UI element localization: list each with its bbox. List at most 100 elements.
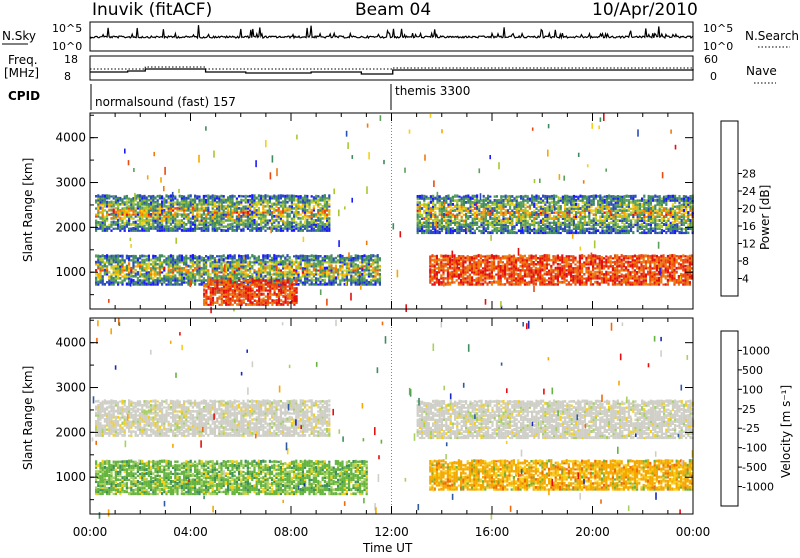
heatmap-cell — [346, 262, 348, 265]
heatmap-cell — [379, 273, 381, 276]
heatmap-cell — [494, 213, 496, 216]
heatmap-cell — [251, 265, 253, 268]
heatmap-cell — [458, 212, 460, 214]
heatmap-cell — [163, 275, 165, 278]
heatmap-cell — [337, 284, 339, 286]
heatmap-cell — [207, 269, 209, 272]
heatmap-cell — [225, 284, 227, 286]
heatmap-cell — [564, 202, 566, 204]
heatmap-cell — [262, 226, 264, 228]
heatmap-cell — [174, 259, 176, 262]
heatmap-cell — [225, 229, 227, 232]
heatmap-cell — [253, 224, 255, 226]
heatmap-cell — [538, 201, 540, 204]
heatmap-cell — [610, 207, 612, 210]
heatmap-cell — [192, 214, 194, 216]
heatmap-cell — [377, 261, 379, 263]
heatmap-cell — [212, 228, 214, 230]
heatmap-cell — [183, 269, 185, 271]
heatmap-cell — [289, 207, 291, 209]
heatmap-cell — [264, 214, 266, 217]
heatmap-cell — [564, 216, 566, 218]
heatmap-cell — [313, 230, 315, 232]
heatmap-cell — [566, 214, 568, 216]
heatmap-cell — [203, 203, 205, 205]
heatmap-cell — [308, 255, 310, 257]
heatmap-cell — [196, 265, 198, 267]
heatmap-cell — [430, 201, 432, 204]
heatmap-cell — [377, 269, 379, 271]
heatmap-cell — [201, 230, 203, 232]
heatmap-cell — [225, 275, 227, 278]
heatmap-cell — [564, 195, 566, 198]
heatmap-cell — [472, 198, 474, 200]
heatmap-cell — [590, 232, 592, 234]
heatmap-cell — [179, 254, 181, 257]
heatmap-cell — [209, 255, 211, 258]
nsky-tick-top: 10^5 — [52, 22, 82, 35]
heatmap-cell — [262, 275, 264, 277]
heatmap-cell — [619, 213, 621, 216]
heatmap-cell — [214, 222, 216, 224]
heatmap-cell — [260, 267, 262, 269]
heatmap-cell — [196, 225, 198, 228]
heatmap-cell — [641, 226, 643, 228]
heatmap-cell — [150, 199, 152, 201]
heatmap-cell — [286, 273, 288, 275]
heatmap-cell — [326, 197, 328, 199]
heatmap-cell — [643, 232, 645, 234]
heatmap-cell — [436, 216, 438, 219]
heatmap-cell — [113, 255, 115, 258]
heatmap-cell — [452, 227, 454, 230]
heatmap-cell — [219, 292, 221, 294]
heatmap-cell — [588, 228, 590, 231]
heatmap-cell — [297, 197, 299, 199]
freq-unit-label: [MHz] — [4, 66, 39, 80]
heatmap-cell — [274, 300, 276, 302]
heatmap-cell — [467, 210, 469, 212]
heatmap-cell — [126, 212, 128, 214]
heatmap-cell — [104, 263, 106, 265]
heatmap-cell — [132, 227, 134, 230]
heatmap-cell — [251, 226, 253, 228]
heatmap-cell — [176, 222, 178, 224]
heatmap-cell — [463, 202, 465, 204]
heatmap-cell — [148, 278, 150, 280]
heatmap-cell — [208, 278, 210, 281]
heatmap-cell — [489, 200, 491, 202]
nave-tick-bottom: 0 — [710, 70, 717, 83]
heatmap-cell — [637, 222, 639, 224]
heatmap-cell — [227, 275, 229, 277]
heatmap-cell — [516, 232, 518, 235]
heatmap-cell — [185, 255, 187, 258]
heatmap-cell — [573, 198, 575, 200]
heatmap-cell — [377, 254, 379, 257]
heatmap-cell — [615, 196, 617, 198]
heatmap-cell — [377, 272, 379, 275]
heatmap-cell — [168, 282, 170, 284]
heatmap-cell — [157, 257, 159, 260]
heatmap-cell — [531, 211, 533, 214]
heatmap-cell — [280, 281, 282, 283]
heatmap-cell — [212, 261, 214, 264]
heatmap-cell — [582, 205, 584, 208]
heatmap-cell — [236, 283, 238, 286]
heatmap-cell — [234, 281, 236, 283]
heatmap-cell — [278, 255, 280, 258]
heatmap-cell — [212, 297, 214, 300]
heatmap-cell — [630, 214, 632, 216]
heatmap-cell — [108, 271, 110, 274]
heatmap-cell — [289, 260, 291, 263]
heatmap-cell — [143, 255, 145, 258]
heatmap-cell — [245, 208, 247, 210]
heatmap-cell — [423, 198, 425, 200]
heatmap-cell — [214, 230, 216, 232]
heatmap-cell — [183, 256, 185, 259]
heatmap-cell — [198, 203, 200, 205]
heatmap-cell — [604, 196, 606, 198]
heatmap-cell — [278, 289, 280, 292]
heatmap-cell — [302, 224, 304, 226]
heatmap-cell — [130, 214, 132, 216]
heatmap-cell — [623, 214, 625, 216]
